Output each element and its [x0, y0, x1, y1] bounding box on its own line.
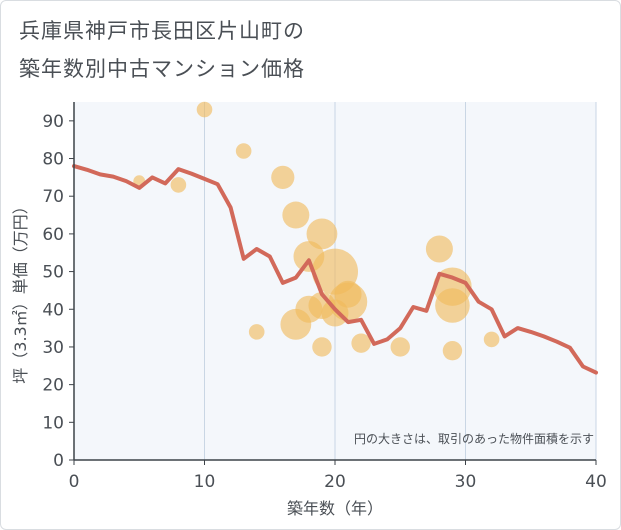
- series-line: [72, 164, 598, 375]
- data-point-bubble: [170, 177, 187, 193]
- x-axis-label: 築年数（年）: [287, 499, 383, 518]
- size-note: 円の大きさは、取引のあった物件面積を示す: [354, 431, 594, 446]
- data-point-bubble: [351, 333, 371, 353]
- chart-title-line2: 築年数別中古マンション価格: [19, 57, 305, 81]
- data-point-bubble: [442, 341, 463, 361]
- x-tick-label: 20: [324, 472, 346, 492]
- bubble-layer: [133, 101, 500, 361]
- x-tick-label: 10: [194, 472, 216, 492]
- data-point-bubble: [483, 331, 500, 348]
- x-tick-label: 40: [585, 472, 607, 492]
- data-point-bubble: [306, 218, 338, 250]
- data-point-bubble: [248, 324, 265, 340]
- data-point-bubble: [235, 143, 252, 159]
- data-point-bubble: [390, 337, 410, 357]
- y-tick-label: 80: [42, 150, 64, 170]
- y-tick-label: 60: [42, 225, 64, 245]
- x-tick-label: 30: [455, 472, 477, 492]
- chart-title-line1: 兵庫県神戸市長田区片山町の: [19, 19, 305, 43]
- y-tick-label: 50: [42, 263, 64, 283]
- data-point-bubble: [271, 165, 295, 189]
- data-point-bubble: [328, 282, 368, 321]
- y-axis-label: 坪（3.3㎡）単価（万円）: [11, 198, 30, 383]
- trend-line-layer: [72, 164, 598, 375]
- data-point-bubble: [282, 201, 310, 229]
- axes: 0 10 20 30 40 50 60 70 80 90 0 10 20 30 40: [42, 102, 607, 492]
- y-tick-label: 0: [53, 451, 64, 471]
- y-tick-label: 10: [42, 413, 64, 433]
- data-point-bubble: [196, 101, 213, 118]
- data-point-bubble: [312, 337, 332, 357]
- y-tick-label: 70: [42, 187, 64, 207]
- data-point-bubble: [435, 288, 470, 323]
- y-tick-label: 40: [42, 300, 64, 320]
- y-tick-label: 30: [42, 338, 64, 358]
- y-tick-label: 20: [42, 376, 64, 396]
- y-tick-label: 90: [42, 112, 64, 132]
- data-point-bubble: [425, 235, 453, 263]
- x-tick-label: 0: [69, 472, 80, 492]
